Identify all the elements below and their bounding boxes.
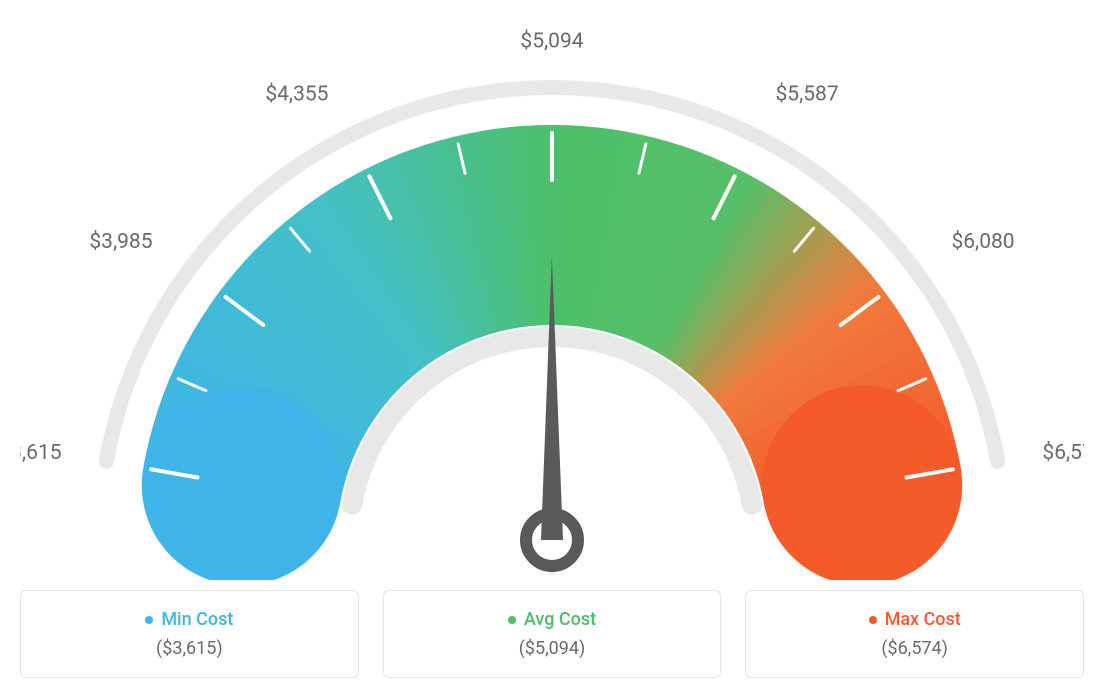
legend-dot-min <box>145 616 153 624</box>
legend-label-min: Min Cost <box>161 609 233 630</box>
legend-value-avg: ($5,094) <box>519 638 586 659</box>
legend-label-row-max: Max Cost <box>869 609 961 630</box>
legend-value-max: ($6,574) <box>881 638 948 659</box>
gauge-tick-label: $5,587 <box>776 83 839 107</box>
legend-row: Min Cost ($3,615) Avg Cost ($5,094) Max … <box>20 590 1084 678</box>
gauge-tick-label: $3,615 <box>20 441 62 465</box>
gauge-tick-label: $3,985 <box>89 230 152 254</box>
legend-label-max: Max Cost <box>885 609 961 630</box>
legend-card-avg: Avg Cost ($5,094) <box>383 590 722 678</box>
legend-dot-max <box>869 616 877 624</box>
cost-gauge: $3,615 $3,985 $4,355 $5,094 $5,587 $6,080 $6,5… <box>20 20 1084 580</box>
gauge-tick-label: $5,094 <box>520 30 583 54</box>
legend-label-row-min: Min Cost <box>145 609 233 630</box>
gauge-tick-label: $6,574 <box>1042 441 1084 465</box>
legend-label-avg: Avg Cost <box>524 609 596 630</box>
legend-dot-avg <box>508 616 516 624</box>
legend-value-min: ($3,615) <box>156 638 223 659</box>
legend-label-row-avg: Avg Cost <box>508 609 596 630</box>
gauge-tick-label: $6,080 <box>951 230 1014 254</box>
legend-card-max: Max Cost ($6,574) <box>745 590 1084 678</box>
legend-card-min: Min Cost ($3,615) <box>20 590 359 678</box>
gauge-tick-label: $4,355 <box>265 83 328 107</box>
gauge-svg: $3,615 $3,985 $4,355 $5,094 $5,587 $6,080 $6,5… <box>20 20 1084 580</box>
